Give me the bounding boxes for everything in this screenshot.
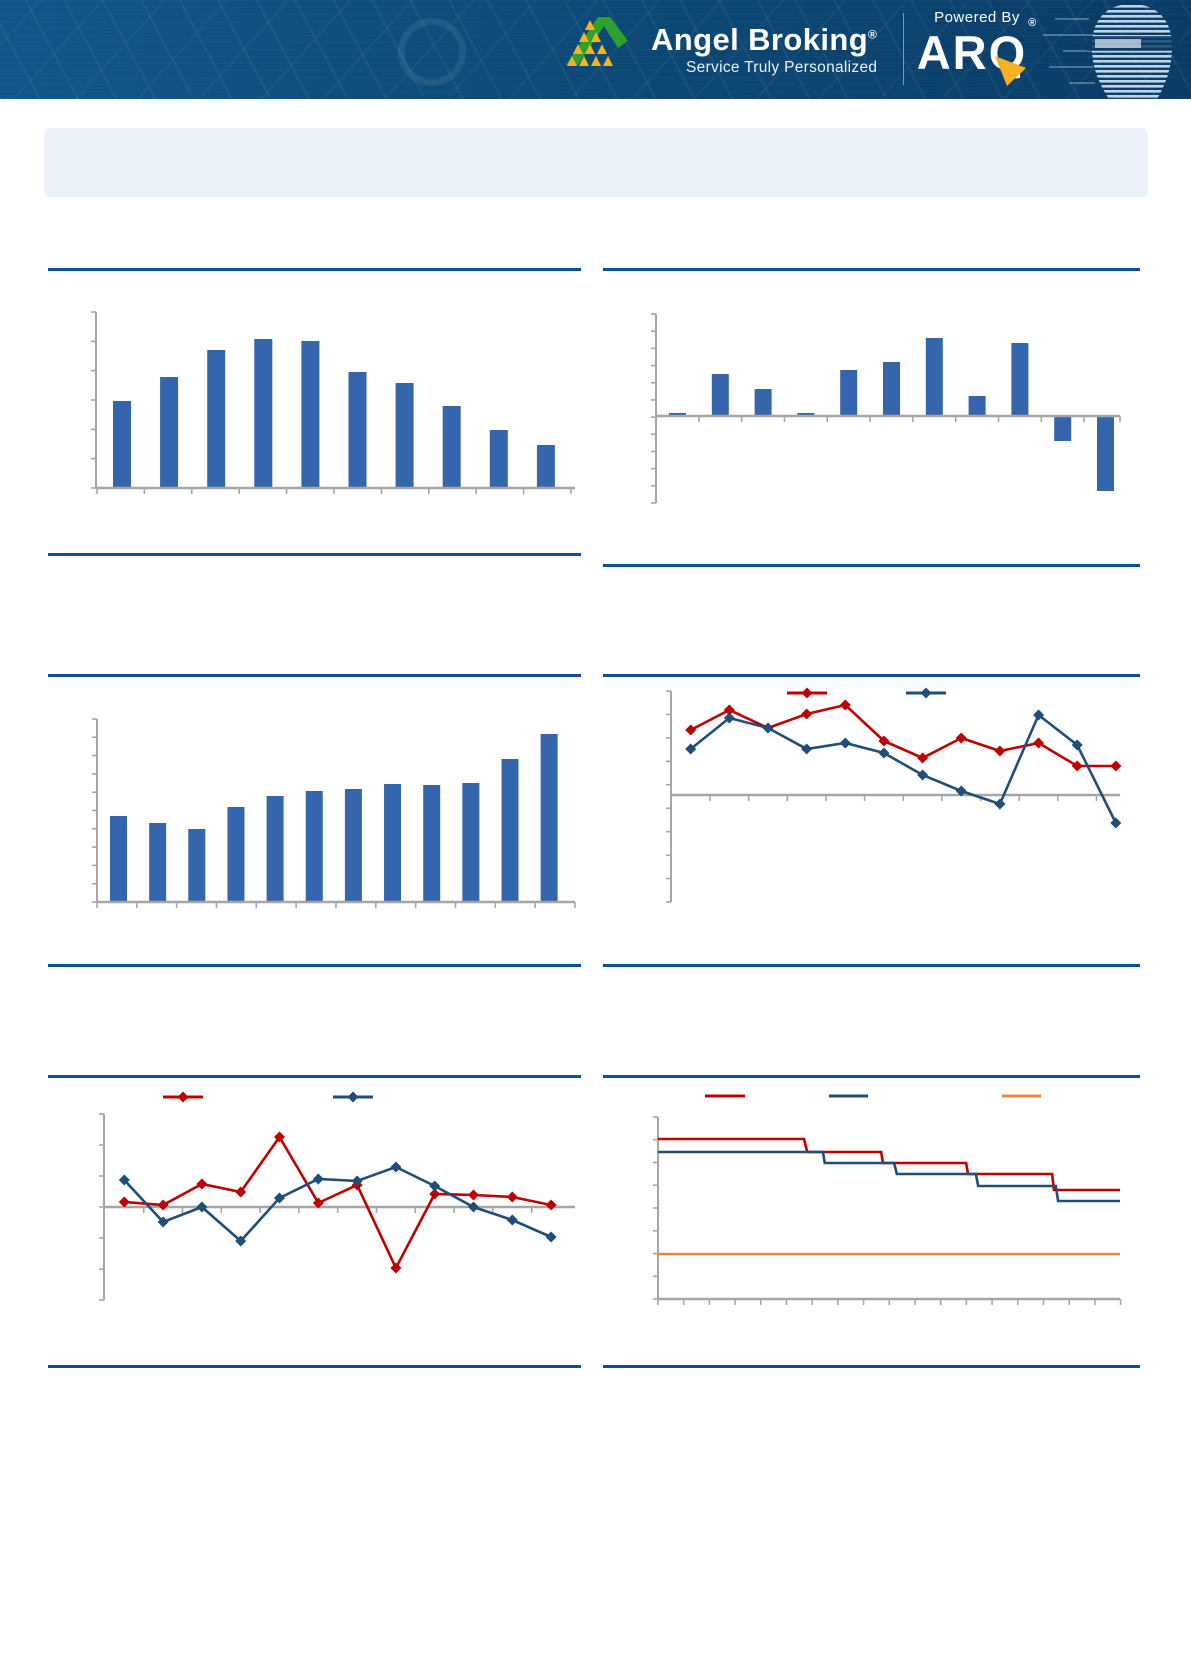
arq-logo: Powered By ARQ® — [916, 9, 1039, 86]
section-rule-top-right-header — [603, 268, 1140, 271]
section-rule-top-left-footer — [48, 553, 581, 556]
brand-text-block: Angel Broking® Service Truly Personalize… — [651, 5, 877, 77]
section-rule-mid-left-footer — [48, 964, 581, 967]
chart-3 — [92, 718, 576, 908]
section-rule-top-left-header — [48, 268, 581, 271]
arq-registered-mark: ® — [1028, 17, 1039, 30]
header-banner: Angel Broking® Service Truly Personalize… — [0, 0, 1191, 99]
angel-broking-logo: Angel Broking® Service Truly Personalize… — [552, 5, 877, 77]
chart-1 — [91, 311, 575, 494]
digital-head-graphic — [1043, 4, 1177, 99]
section-rule-mid-right-footer — [603, 964, 1140, 967]
arq-arrow-icon — [995, 56, 1026, 86]
section-rule-mid-left-header — [48, 674, 581, 677]
section-rule-bottom-right-footer — [603, 1365, 1140, 1368]
banner-divider — [903, 13, 904, 85]
section-rule-bottom-left-header — [48, 1075, 581, 1078]
section-rule-bottom-left-footer — [48, 1365, 581, 1368]
powered-by-label: Powered By — [934, 9, 1020, 26]
banner-circuit-pattern — [0, 0, 1191, 99]
section-rule-mid-right-header — [603, 674, 1140, 677]
brand-registered-mark: ® — [868, 27, 878, 42]
section-rule-top-right-footer — [603, 564, 1140, 567]
chart-4 — [666, 687, 1122, 903]
section-rule-bottom-right-header — [603, 1075, 1140, 1078]
brand-tagline: Service Truly Personalized — [686, 58, 878, 76]
chart-5 — [99, 1091, 575, 1301]
chart-6 — [653, 1094, 1122, 1305]
angel-broking-logo-icon — [566, 17, 628, 66]
brand-name: Angel Broking® — [651, 22, 878, 57]
chart-2 — [651, 313, 1121, 504]
report-title-box — [44, 128, 1148, 197]
